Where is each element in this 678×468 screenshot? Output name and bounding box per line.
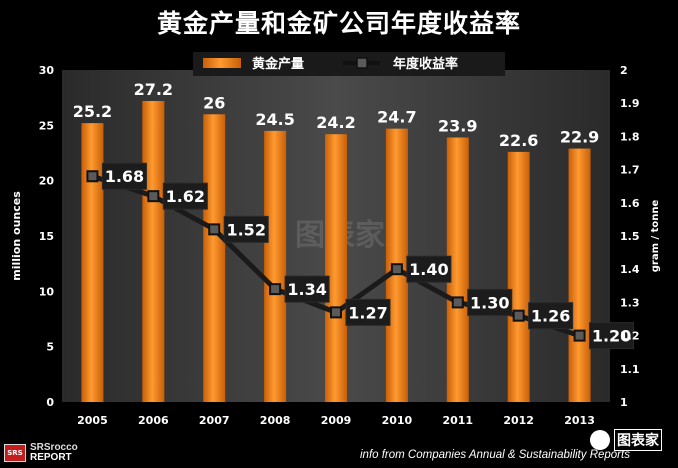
bar	[507, 151, 530, 402]
line-data-label: 1.20	[592, 327, 631, 346]
bar	[568, 148, 591, 402]
x-tick-label: 2012	[503, 414, 534, 427]
y-right-tick-label: 1.6	[620, 197, 640, 210]
x-tick-label: 2008	[260, 414, 291, 427]
bar-data-label: 26	[203, 93, 225, 112]
bar-data-label: 22.9	[560, 128, 599, 147]
y-left-tick-label: 25	[39, 119, 54, 132]
logo-text-line1: SRSrocco	[30, 442, 78, 453]
legend-bar-swatch	[203, 58, 241, 68]
x-tick-label: 2009	[321, 414, 352, 427]
legend-line-label: 年度收益率	[393, 56, 458, 72]
bar-data-label: 23.9	[438, 117, 477, 136]
line-data-label: 1.62	[166, 187, 205, 206]
line-data-label-box	[589, 322, 635, 350]
bar	[264, 130, 287, 402]
y-right-tick-label: 1.5	[620, 230, 640, 243]
bar	[203, 114, 226, 403]
line-data-label: 1.68	[105, 167, 144, 186]
bar-data-label: 22.6	[499, 131, 538, 150]
y-left-tick-label: 20	[39, 175, 55, 188]
line-data-label: 1.27	[348, 303, 387, 322]
chart-title: 黄金产量和金矿公司年度收益率	[156, 9, 521, 38]
line-data-label: 1.40	[409, 260, 448, 279]
legend-line-marker	[356, 57, 368, 69]
srsrocco-logo: SRS SRSrocco REPORT	[4, 441, 124, 465]
line-data-label-box	[406, 255, 452, 283]
brand-logo: 图表家	[590, 428, 674, 452]
logo-text-line2: REPORT	[30, 452, 72, 463]
line-marker	[512, 309, 525, 322]
y-right-tick-label: 2	[620, 64, 628, 77]
y-right-tick-label: 1.4	[620, 263, 640, 276]
line-data-label-box	[345, 298, 391, 326]
line-data-label: 1.52	[226, 220, 265, 239]
line-data-label-box	[528, 302, 574, 330]
line-marker	[573, 329, 586, 342]
line-marker	[451, 296, 464, 309]
line-marker	[147, 190, 160, 203]
line-data-label: 1.26	[531, 307, 570, 326]
line-marker	[269, 283, 282, 296]
x-tick-label: 2011	[442, 414, 473, 427]
logo-mark-icon: SRS	[4, 444, 26, 462]
y-left-tick-label: 30	[39, 64, 55, 77]
bar-data-label: 24.7	[377, 108, 416, 127]
y-left-tick-label: 0	[46, 396, 54, 409]
x-tick-label: 2005	[77, 414, 108, 427]
x-tick-label: 2006	[138, 414, 169, 427]
line-data-label-box	[101, 162, 147, 190]
y-right-tick-label: 1.3	[620, 296, 640, 309]
line-data-label-box	[284, 275, 330, 303]
bar	[325, 134, 347, 403]
bar	[81, 123, 104, 403]
source-note: info from Companies Annual & Sustainabil…	[360, 449, 630, 461]
y-right-tick-label: 1	[620, 396, 628, 409]
line-data-label: 1.34	[287, 280, 326, 299]
brand-logo-text: 图表家	[614, 429, 662, 451]
y-right-tick-label: 1.1	[620, 363, 640, 376]
y-right-tick-label: 1.2	[620, 330, 640, 343]
x-tick-label: 2010	[382, 414, 413, 427]
bar-data-label: 27.2	[134, 80, 173, 99]
x-tick-label: 2013	[564, 414, 595, 427]
bar	[446, 137, 469, 403]
line-data-label: 1.30	[470, 293, 509, 312]
bar	[142, 100, 165, 402]
legend-bar-label: 黄金产量	[252, 56, 304, 72]
y-right-tick-label: 1.7	[620, 164, 640, 177]
line-data-label-box	[162, 182, 208, 210]
line-marker	[330, 306, 342, 319]
x-tick-label: 2007	[199, 414, 230, 427]
brand-logo-icon	[590, 430, 610, 450]
y-left-tick-label: 10	[39, 285, 55, 298]
y-right-tick-label: 1.8	[620, 130, 640, 143]
bar-data-label: 24.5	[255, 110, 294, 129]
bar-data-label: 25.2	[73, 102, 112, 121]
y-left-tick-label: 5	[46, 341, 54, 354]
line-data-label-box	[223, 215, 269, 243]
y-right-tick-label: 1.9	[620, 97, 640, 110]
bar-data-label: 24.2	[316, 113, 355, 132]
line-marker	[390, 263, 403, 276]
line-marker	[86, 170, 99, 183]
y-left-axis-title: million ounces	[10, 191, 23, 281]
line-marker	[208, 223, 221, 236]
line-data-label-box	[467, 288, 513, 316]
y-left-tick-label: 15	[39, 230, 54, 243]
y-right-axis-title: gram / tonne	[650, 200, 661, 273]
